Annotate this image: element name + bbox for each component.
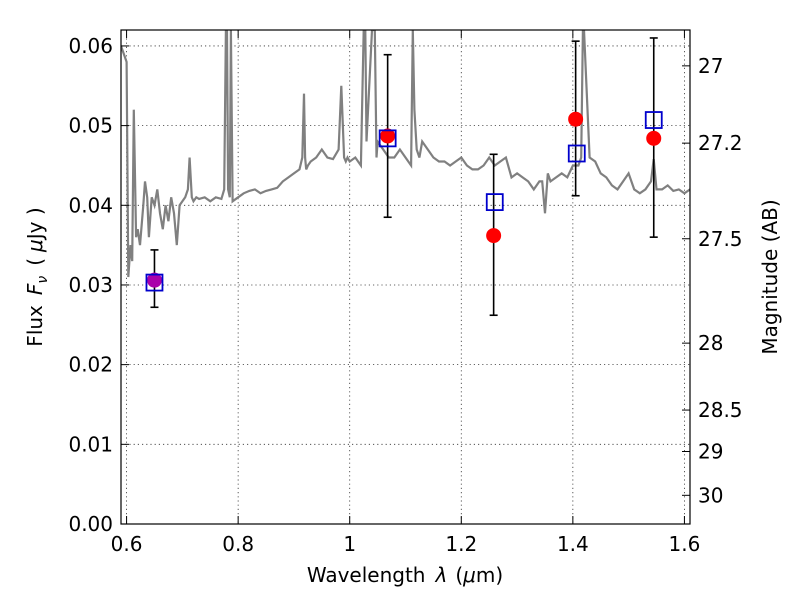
y-tick-label: 0.00: [68, 512, 113, 536]
observed-flux-point: [146, 272, 162, 288]
y-tick-label: 0.06: [68, 34, 113, 58]
x-tick-label: 0.6: [111, 532, 143, 556]
model-flux-square: [145, 273, 164, 292]
y2-axis-label: Magnitude (AB): [758, 199, 782, 354]
model-flux-square: [644, 111, 663, 129]
x-tick-label: 0.8: [222, 532, 254, 556]
observed-flux-point: [646, 130, 662, 146]
spectrum-layer: [121, 30, 690, 278]
y2-tick-label: 28.5: [698, 398, 743, 422]
x-tick-label: 1: [343, 532, 356, 556]
marker-layer: [145, 111, 663, 292]
plot-frame: [120, 29, 691, 525]
observed-flux-point: [486, 228, 502, 244]
y2-tick-label: 27.2: [698, 131, 743, 155]
x-tick-label: 1.6: [669, 532, 701, 556]
y-tick-label: 0.05: [68, 114, 113, 138]
model-flux-square: [378, 129, 397, 148]
y-axis-label: FluxFν(μJy ): [23, 207, 51, 346]
x-tick-label: 1.4: [557, 532, 589, 556]
model-flux-square: [485, 193, 504, 212]
model-spectrum-line: [121, 30, 690, 278]
y2-tick-label: 29: [698, 439, 723, 463]
tick-layer: 0.6 0.8 1 1.2 1.4 1.6 0.00 0.01 0.02 0.03 0.04 0.05…: [68, 30, 743, 556]
y2-tick-label: 27: [698, 54, 723, 78]
x-tick-label: 1.2: [445, 532, 477, 556]
observed-flux-point: [568, 111, 584, 127]
y2-tick-label: 30: [698, 483, 723, 507]
y-tick-label: 0.02: [68, 353, 113, 377]
observed-flux-point: [380, 128, 396, 144]
y-tick-label: 0.04: [68, 193, 113, 217]
model-flux-square: [567, 144, 586, 163]
y-tick-label: 0.01: [68, 432, 113, 456]
y2-tick-label: 28: [698, 331, 723, 355]
grid-layer: [121, 30, 690, 525]
x-axis-label: Wavelength λ (μm): [307, 563, 503, 587]
y-tick-label: 0.03: [68, 273, 113, 297]
y2-tick-label: 27.5: [698, 227, 743, 251]
